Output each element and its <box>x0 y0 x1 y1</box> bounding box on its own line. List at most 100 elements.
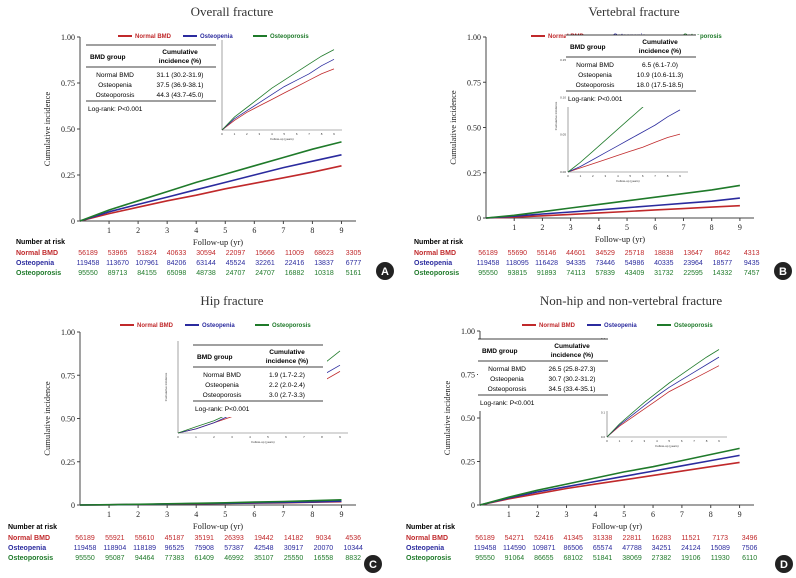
risk-value: 7457 <box>744 270 760 277</box>
risk-table-title: Number at risk <box>8 524 57 531</box>
risk-row-label: Osteopenia <box>406 545 444 552</box>
inset-x-tick: 5 <box>668 439 670 443</box>
chart-hip-fracture: Hip fracture Normal BMD Osteopenia Osteopor… <box>8 293 382 573</box>
table-header-group: BMD group <box>90 54 126 61</box>
inset-x-tick: 6 <box>642 174 644 178</box>
risk-value: 14332 <box>713 270 733 277</box>
table-cell-group: Osteopenia <box>205 382 239 389</box>
table-cell-group: Osteoporosis <box>203 392 243 399</box>
risk-table: Number at risk Normal BMD 56189 54271 52416 4… <box>406 524 757 562</box>
inset-x-tick: 0 <box>177 435 179 439</box>
inset-y-tick: 0.0 <box>601 435 606 439</box>
panel-badge <box>376 262 394 280</box>
series-line-osteoporosis <box>79 499 342 506</box>
incidence-table-bg <box>193 345 327 417</box>
inset-x-tick: 4 <box>656 439 658 443</box>
risk-value: 20070 <box>314 545 334 552</box>
table-cell-incidence: 26.5 (25.8-27.3) <box>549 366 596 373</box>
table-logrank: Log-rank: P<0.001 <box>88 106 143 113</box>
series-line-osteopenia <box>79 154 342 222</box>
table-cell-incidence: 18.0 (17.5-18.5) <box>637 82 684 89</box>
chart-title: Hip fracture <box>200 293 263 308</box>
inset-x-tick: 6 <box>296 132 298 136</box>
risk-table: Number at risk Normal BMD 56189 55690 55146 4… <box>414 239 760 277</box>
risk-value: 89713 <box>108 270 128 277</box>
table-cell-group: Osteopenia <box>98 82 132 89</box>
x-tick-label: 2 <box>136 226 140 235</box>
x-tick-label: 5 <box>622 510 626 519</box>
table-cell-group: Normal BMD <box>96 72 134 79</box>
risk-value: 54271 <box>505 535 525 542</box>
inset-series-line <box>221 49 335 131</box>
risk-row-label: Osteoporosis <box>406 555 451 562</box>
inset-series-line <box>606 365 720 438</box>
risk-value: 48738 <box>196 270 216 277</box>
x-tick-label: 3 <box>165 226 169 235</box>
risk-table-title: Number at risk <box>414 239 463 246</box>
risk-value: 116428 <box>535 260 558 267</box>
inset-series-line <box>606 356 720 438</box>
risk-value: 11930 <box>711 555 730 562</box>
risk-value: 95550 <box>475 555 495 562</box>
inset-x-tick: 1 <box>580 174 582 178</box>
risk-value: 40633 <box>167 250 187 257</box>
table-cell-group: Osteoporosis <box>576 82 616 89</box>
x-tick-label: 7 <box>281 226 285 235</box>
inset-series-line <box>567 133 681 173</box>
risk-value: 56189 <box>478 250 498 257</box>
x-tick-label: 3 <box>165 510 169 519</box>
risk-value: 4536 <box>345 535 361 542</box>
risk-value: 13837 <box>314 260 334 267</box>
risk-value: 55610 <box>135 535 155 542</box>
risk-value: 65098 <box>167 270 187 277</box>
risk-value: 56189 <box>78 250 98 257</box>
risk-value: 38069 <box>622 555 642 562</box>
risk-value: 94464 <box>135 555 155 562</box>
y-tick-label: 0.25 <box>461 458 475 467</box>
risk-value: 18577 <box>713 260 733 267</box>
risk-value: 15089 <box>710 545 730 552</box>
inset-x-tick: 5 <box>629 174 631 178</box>
inset-x-tick: 2 <box>213 435 215 439</box>
y-axis-label: Cumulative incidence <box>42 92 52 167</box>
risk-row-label: Normal BMD <box>414 250 456 257</box>
x-tick-label: 8 <box>709 510 713 519</box>
panel-badge-letter: A <box>381 266 389 278</box>
inset-x-tick: 0 <box>567 174 569 178</box>
risk-value: 7173 <box>712 535 728 542</box>
y-tick-label: 1.00 <box>461 327 475 336</box>
inset-x-tick: 3 <box>643 439 645 443</box>
panel-badge <box>364 555 382 573</box>
legend-label: Osteoporosis <box>674 323 713 329</box>
x-tick-label: 7 <box>281 510 285 519</box>
risk-value: 119458 <box>474 545 497 552</box>
inset-x-tick: 4 <box>617 174 619 178</box>
risk-value: 119458 <box>77 260 100 267</box>
x-tick-label: 4 <box>194 226 198 235</box>
table-header-cumulative: Cumulative <box>642 39 678 46</box>
risk-value: 51824 <box>137 250 157 257</box>
risk-value: 35107 <box>254 555 274 562</box>
series-line-normal-bmd <box>79 165 342 222</box>
table-cell-group: Normal BMD <box>576 62 614 69</box>
risk-row-label: Osteoporosis <box>414 270 459 277</box>
risk-value: 7506 <box>742 545 758 552</box>
x-tick-label: 2 <box>136 510 140 519</box>
x-tick-label: 9 <box>339 510 343 519</box>
inset-x-tick: 8 <box>321 132 323 136</box>
inset-series-line <box>221 58 335 131</box>
inset-x-tick: 0 <box>221 132 223 136</box>
risk-value: 13647 <box>683 250 703 257</box>
risk-value: 65574 <box>593 545 613 552</box>
series-line-normal-bmd <box>479 461 740 506</box>
table-logrank: Log-rank: P<0.001 <box>195 406 250 413</box>
risk-value: 4313 <box>744 250 760 257</box>
risk-value: 14182 <box>284 535 304 542</box>
panel-badge <box>775 555 793 573</box>
table-header-incidence: incidence (%) <box>639 48 682 55</box>
risk-value: 9435 <box>744 260 760 267</box>
risk-value: 22595 <box>683 270 703 277</box>
risk-value: 63144 <box>196 260 216 267</box>
risk-value: 55146 <box>537 250 557 257</box>
